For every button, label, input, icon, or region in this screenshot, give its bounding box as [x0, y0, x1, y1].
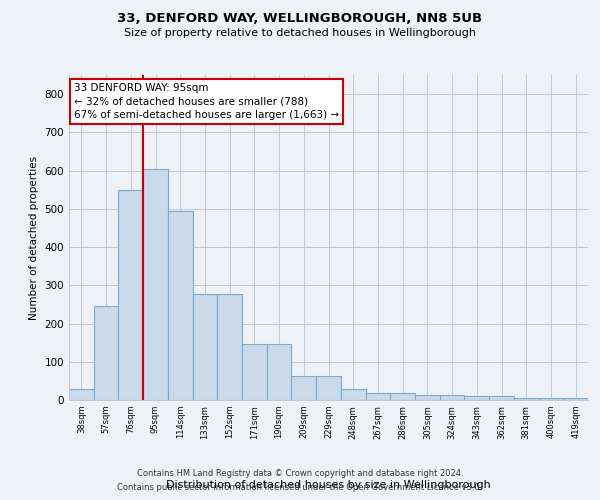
- Bar: [267, 344, 292, 400]
- Bar: [143, 168, 168, 400]
- Bar: [242, 344, 267, 400]
- Bar: [464, 396, 489, 400]
- Bar: [341, 388, 365, 400]
- Bar: [193, 294, 217, 400]
- Text: Contains public sector information licensed under the Open Government Licence v3: Contains public sector information licen…: [118, 484, 482, 492]
- Bar: [415, 395, 440, 400]
- Text: 33 DENFORD WAY: 95sqm
← 32% of detached houses are smaller (788)
67% of semi-det: 33 DENFORD WAY: 95sqm ← 32% of detached …: [74, 83, 340, 120]
- Bar: [489, 396, 514, 400]
- Bar: [94, 306, 118, 400]
- Bar: [514, 398, 539, 400]
- Bar: [563, 398, 588, 400]
- Text: Contains HM Land Registry data © Crown copyright and database right 2024.: Contains HM Land Registry data © Crown c…: [137, 468, 463, 477]
- Bar: [539, 398, 563, 400]
- Text: 33, DENFORD WAY, WELLINGBOROUGH, NN8 5UB: 33, DENFORD WAY, WELLINGBOROUGH, NN8 5UB: [118, 12, 482, 26]
- Bar: [217, 294, 242, 400]
- Bar: [390, 393, 415, 400]
- Bar: [168, 212, 193, 400]
- Y-axis label: Number of detached properties: Number of detached properties: [29, 156, 39, 320]
- Bar: [365, 393, 390, 400]
- Text: Size of property relative to detached houses in Wellingborough: Size of property relative to detached ho…: [124, 28, 476, 38]
- Bar: [69, 388, 94, 400]
- Bar: [440, 395, 464, 400]
- X-axis label: Distribution of detached houses by size in Wellingborough: Distribution of detached houses by size …: [166, 480, 491, 490]
- Bar: [118, 190, 143, 400]
- Bar: [292, 376, 316, 400]
- Bar: [316, 376, 341, 400]
